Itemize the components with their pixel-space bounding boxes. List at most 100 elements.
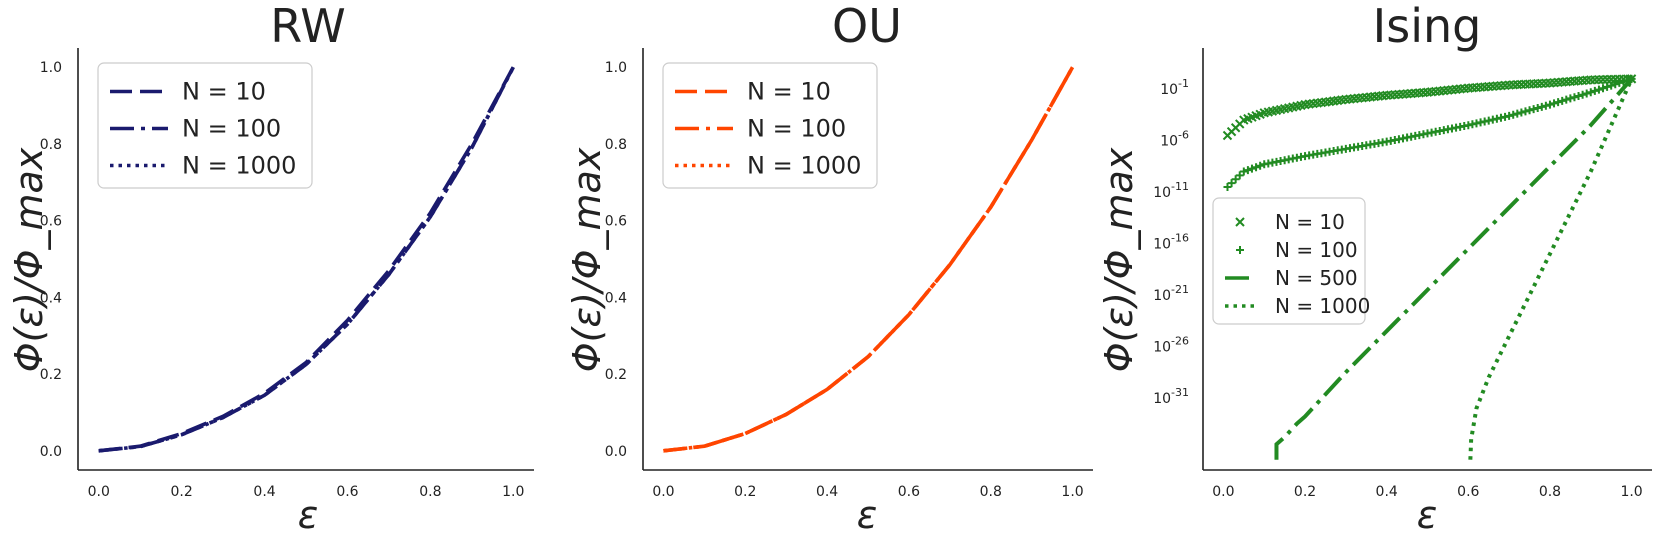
y-tick-label: 0.6 — [40, 214, 62, 230]
legend-label: N = 1000 — [747, 152, 861, 180]
y-tick-label: 0.4 — [40, 290, 62, 306]
y-tick-label: 10-6 — [1160, 129, 1189, 150]
series-line — [663, 66, 1075, 453]
legend-box — [97, 62, 313, 189]
x-tick-label: 0.8 — [1539, 484, 1561, 500]
data-point — [1615, 78, 1624, 87]
y-tick-label: 0.2 — [40, 367, 62, 383]
panel-ou: OU ε Φ(ε)/Φ_max 0.0 0.2 0.4 0.6 0.8 1.0 0.0 0.2… — [565, 0, 1093, 537]
data-point — [1594, 85, 1603, 94]
data-point — [1509, 110, 1518, 119]
data-point — [1239, 167, 1248, 176]
x-tick-label: 1.0 — [502, 484, 524, 500]
x-axis-label: ε — [857, 493, 878, 537]
data-point — [1611, 80, 1620, 89]
series-line — [1468, 78, 1634, 460]
data-point — [1582, 89, 1591, 98]
data-point — [1574, 91, 1583, 100]
panel-title: Ising — [1373, 0, 1482, 53]
x-tick-label: 0.6 — [1457, 484, 1479, 500]
data-point — [1619, 77, 1628, 86]
legend-label: N = 100 — [1275, 238, 1358, 262]
legend-label: N = 1000 — [182, 152, 296, 180]
x-tick-label: 0.0 — [1212, 484, 1234, 500]
data-point — [1541, 101, 1550, 110]
legend-label: N = 1000 — [1275, 294, 1370, 318]
data-point — [1545, 100, 1554, 109]
legend-marker — [1236, 246, 1244, 254]
y-tick-label: 1.0 — [40, 60, 62, 76]
x-tick-label: 0.4 — [253, 484, 275, 500]
x-axis-label: ε — [298, 493, 319, 537]
data-point — [1247, 164, 1256, 173]
data-point — [1570, 93, 1579, 102]
y-tick-label: 0.2 — [605, 367, 627, 383]
y-tick-label: 10-1 — [1160, 77, 1189, 98]
x-tick-label: 0.4 — [816, 484, 838, 500]
data-point — [1513, 109, 1522, 118]
data-point — [1243, 166, 1252, 175]
x-tick-label: 0.4 — [1376, 484, 1398, 500]
data-point — [1235, 171, 1244, 180]
data-point — [1256, 161, 1265, 170]
x-axis-label: ε — [1417, 493, 1438, 537]
y-tick-label: 10-31 — [1153, 386, 1189, 407]
data-point — [1550, 99, 1559, 108]
x-tick-label: 0.8 — [419, 484, 441, 500]
data-point — [1525, 106, 1534, 115]
panel-ising: Ising ε Φ(ε)/Φ_max 0.0 0.2 0.4 0.6 0.8 1.0 10-… — [1097, 0, 1652, 537]
series-line — [1274, 77, 1634, 460]
data-point — [1231, 175, 1240, 184]
legend-label: N = 10 — [182, 78, 266, 106]
data-point — [1599, 84, 1608, 93]
data-point — [1521, 107, 1530, 116]
y-tick-label: 0.8 — [40, 137, 62, 153]
data-point — [1586, 88, 1595, 97]
data-point — [1252, 163, 1261, 172]
x-tick-label: 0.6 — [898, 484, 920, 500]
legend-label: N = 10 — [1275, 210, 1345, 234]
data-point — [1558, 96, 1567, 105]
x-tick-label: 1.0 — [1061, 484, 1083, 500]
x-tick-label: 0.2 — [734, 484, 756, 500]
x-tick-label: 0.2 — [171, 484, 193, 500]
x-tick-label: 0.2 — [1294, 484, 1316, 500]
panel-rw: RW ε Φ(ε)/Φ_max 0.0 0.2 0.4 0.6 0.8 1.0 0.0 0.2… — [7, 0, 534, 537]
series-plus-markers — [1223, 74, 1636, 191]
data-point — [1505, 111, 1514, 120]
y-tick-label: 10-11 — [1153, 180, 1189, 201]
series-x-markers — [1222, 74, 1637, 141]
panel-title: OU — [832, 0, 902, 53]
legend-box — [662, 62, 878, 189]
y-tick-label: 10-21 — [1153, 283, 1189, 304]
y-tick-label: 0.0 — [40, 444, 62, 460]
data-point — [1554, 98, 1563, 107]
y-tick-label: 10-26 — [1153, 334, 1189, 355]
x-tick-label: 0.0 — [652, 484, 674, 500]
data-point — [1607, 81, 1616, 90]
legend-label: N = 10 — [747, 78, 831, 106]
legend-box — [1212, 197, 1366, 325]
y-tick-label: 10-16 — [1153, 232, 1189, 253]
data-point — [1603, 82, 1612, 91]
x-tick-label: 0.8 — [980, 484, 1002, 500]
series-line — [663, 66, 1075, 453]
data-point — [1590, 86, 1599, 95]
data-point — [1562, 95, 1571, 104]
legend-marker — [1235, 217, 1245, 227]
y-tick-label: 1.0 — [605, 60, 627, 76]
y-tick-label: 0.6 — [605, 214, 627, 230]
y-axis-label: Φ(ε)/Φ_max — [1097, 147, 1141, 372]
data-point — [1578, 90, 1587, 99]
x-tick-label: 0.6 — [336, 484, 358, 500]
data-point — [1566, 94, 1575, 103]
series-line — [98, 66, 515, 453]
y-tick-label: 0.0 — [605, 444, 627, 460]
legend-label: N = 100 — [747, 115, 846, 143]
data-point — [1517, 108, 1526, 117]
x-tick-label: 0.0 — [88, 484, 110, 500]
series-line — [98, 66, 515, 453]
data-point — [1227, 179, 1236, 188]
y-tick-label: 0.8 — [605, 137, 627, 153]
